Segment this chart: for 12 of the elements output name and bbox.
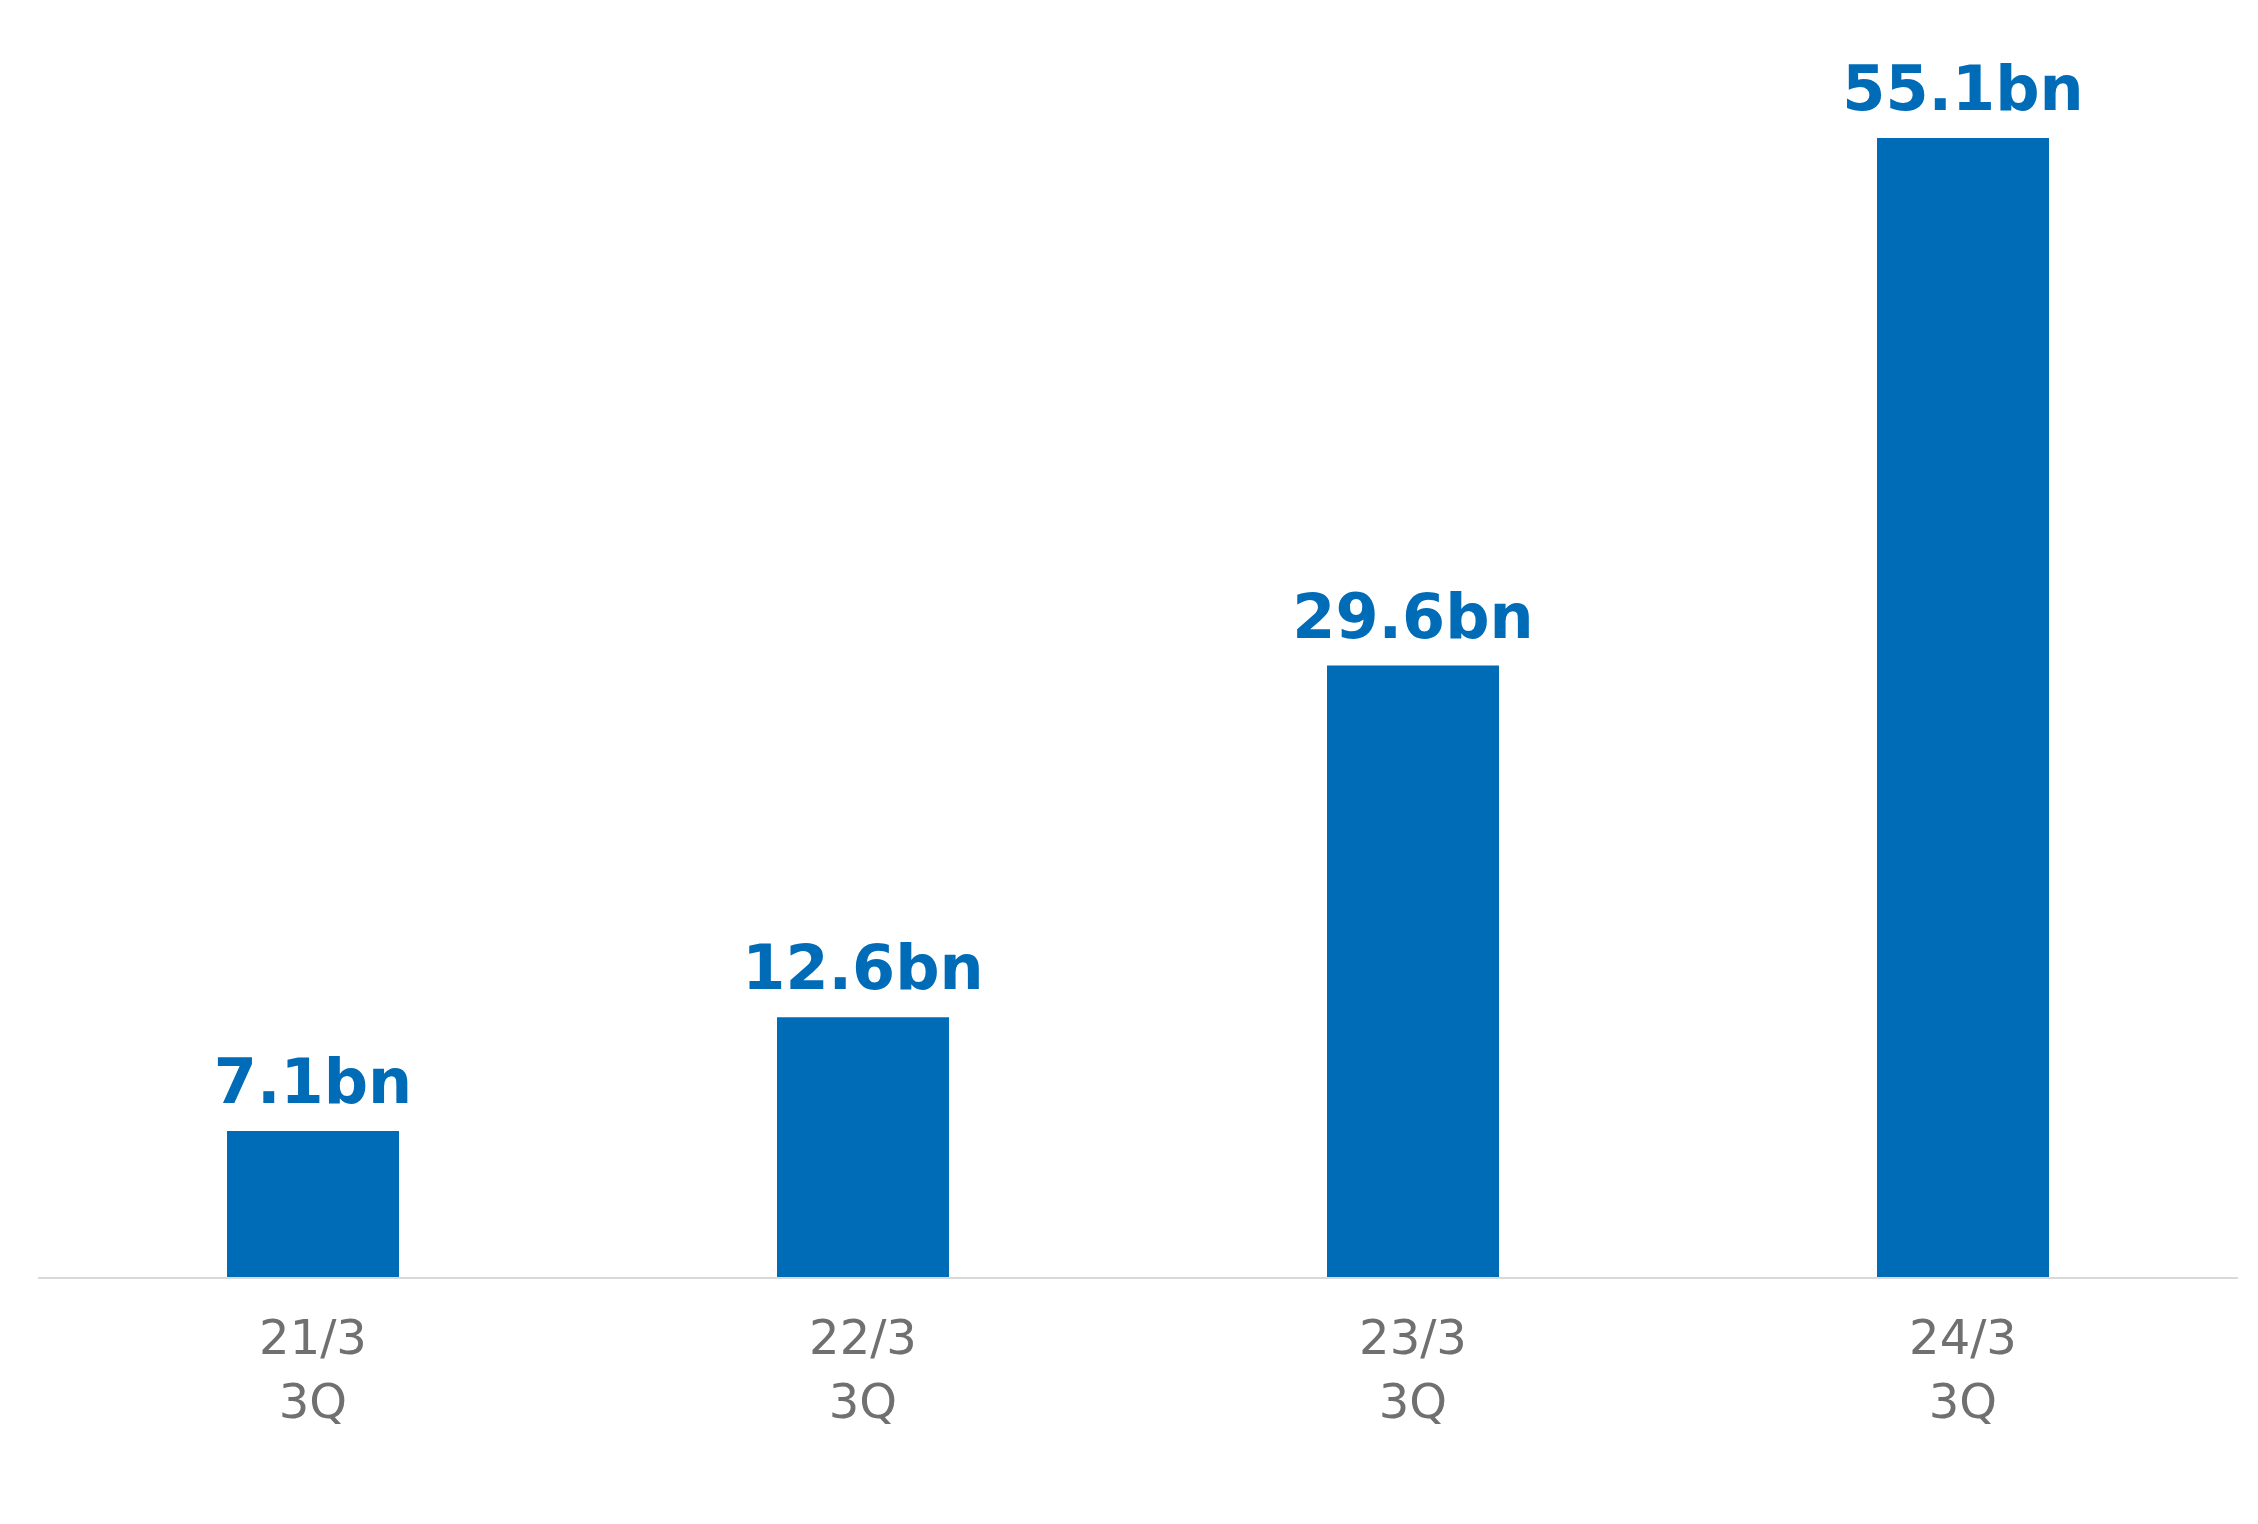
x-tick-label: 23/3 3Q <box>1359 1309 1467 1429</box>
data-label: 29.6bn <box>1292 579 1534 653</box>
x-tick-label: 21/3 3Q <box>259 1309 367 1429</box>
bar <box>777 1017 949 1278</box>
bar <box>1877 138 2049 1278</box>
data-label: 12.6bn <box>742 931 984 1005</box>
bar <box>1327 665 1499 1278</box>
data-label: 55.1bn <box>1842 52 2084 125</box>
x-tick-label: 22/3 3Q <box>809 1309 917 1429</box>
data-label: 7.1bn <box>213 1045 413 1119</box>
x-tick-label: 24/3 3Q <box>1909 1309 2017 1429</box>
bar <box>227 1131 399 1278</box>
